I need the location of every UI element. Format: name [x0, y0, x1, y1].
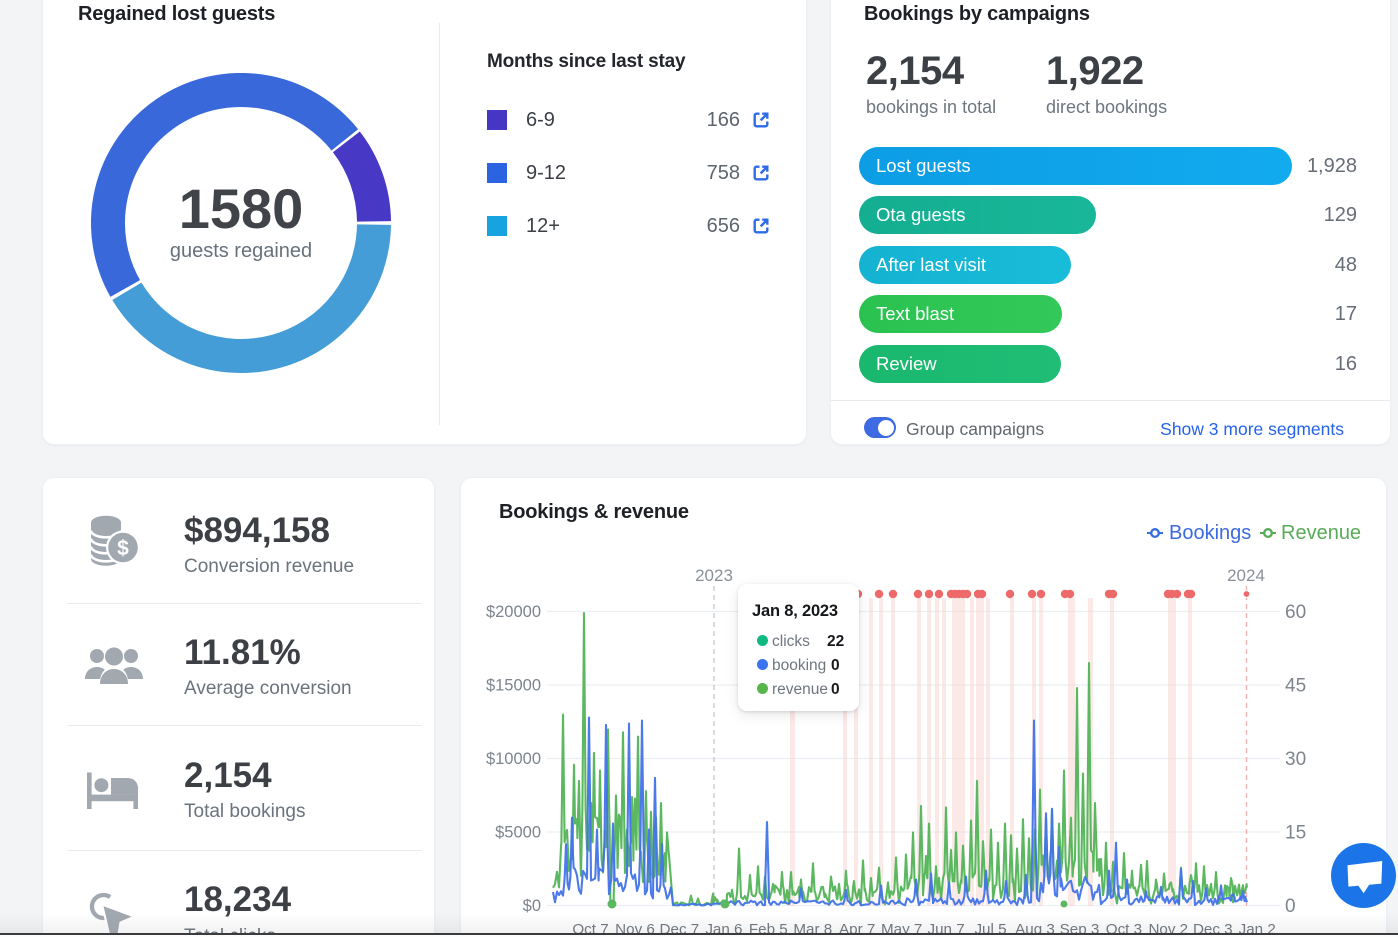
svg-text:$0: $0	[523, 897, 541, 915]
svg-text:$5000: $5000	[495, 824, 541, 842]
svg-text:$15000: $15000	[486, 677, 541, 695]
svg-text:45: 45	[1285, 676, 1306, 697]
svg-text:15: 15	[1285, 823, 1306, 844]
svg-text:2024: 2024	[1227, 566, 1265, 585]
svg-text:$10000: $10000	[486, 750, 541, 768]
svg-text:$: $	[117, 537, 129, 560]
svg-text:30: 30	[1285, 749, 1306, 770]
svg-text:2023: 2023	[695, 566, 733, 585]
svg-text:60: 60	[1285, 602, 1306, 623]
svg-text:$20000: $20000	[486, 603, 541, 621]
svg-text:0: 0	[1285, 896, 1296, 917]
